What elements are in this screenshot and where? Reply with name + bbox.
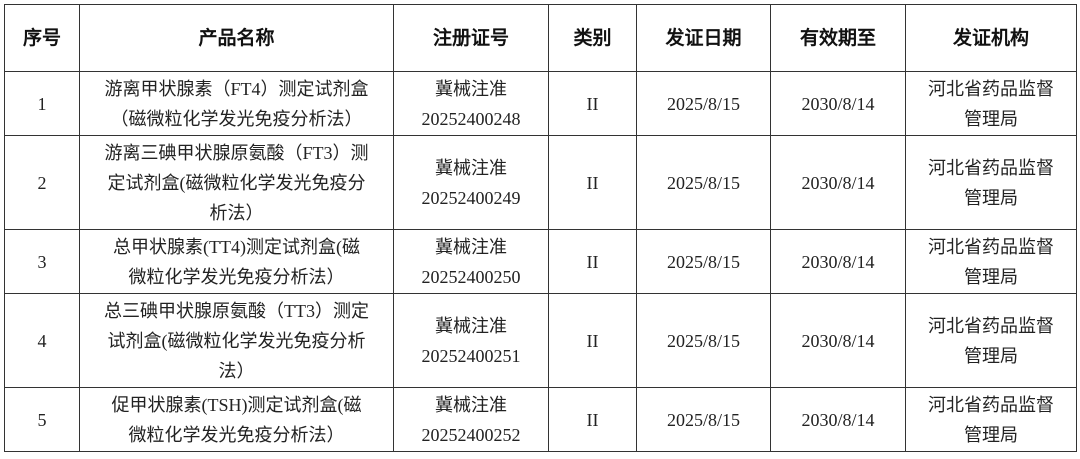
issuing-authority-line: 河北省药品监督 (928, 394, 1054, 415)
issuing-authority-line: 河北省药品监督 (928, 157, 1054, 178)
issue-date: 2025/8/15 (636, 135, 771, 230)
row-number: 5 (4, 387, 80, 452)
product-name: 总三碘甲状腺原氨酸（TT3）测定 试剂盒(磁微粒化学发光免疫分析 法） (79, 293, 394, 388)
registration-number-line: 20252400252 (421, 424, 521, 445)
header-issue-date: 发证日期 (636, 4, 771, 72)
product-name-line: （磁微粒化学发光免疫分析法） (110, 108, 363, 129)
header-reg-no: 注册证号 (393, 4, 549, 72)
product-name-line: 试剂盒(磁微粒化学发光免疫分析 (107, 330, 366, 351)
product-name-line: 微粒化学发光免疫分析法） (128, 424, 345, 445)
product-name: 总甲状腺素(TT4)测定试剂盒(磁 微粒化学发光免疫分析法） (79, 229, 394, 294)
header-expiry-date: 有效期至 (770, 4, 906, 72)
row-number: 1 (4, 71, 80, 136)
registration-number-line: 20252400249 (421, 187, 521, 208)
product-name-line: 微粒化学发光免疫分析法） (128, 266, 345, 287)
product-name-line: 析法） (209, 202, 264, 223)
registration-number-line: 冀械注准 (435, 157, 507, 178)
registration-number-line: 冀械注准 (435, 236, 507, 257)
issue-date: 2025/8/15 (636, 293, 771, 388)
issuing-authority: 河北省药品监督 管理局 (905, 387, 1077, 452)
registration-table: 序号 产品名称 注册证号 类别 发证日期 有效期至 发证机构 1 游离甲状腺素（FT4）测定试… (4, 4, 1077, 452)
table-row: 2 游离三碘甲状腺原氨酸（FT3）测 定试剂盒(磁微粒化学发光免疫分 析法） 冀械注准 2… (4, 135, 1077, 230)
expiry-date: 2030/8/14 (770, 293, 906, 388)
registration-number: 冀械注准 20252400249 (393, 135, 549, 230)
product-name-line: 定试剂盒(磁微粒化学发光免疫分 (107, 172, 366, 193)
issuing-authority-line: 河北省药品监督 (928, 315, 1054, 336)
product-name-line: 游离甲状腺素（FT4）测定试剂盒 (104, 78, 369, 99)
row-number: 2 (4, 135, 80, 230)
registration-number-line: 20252400248 (421, 108, 521, 129)
issue-date: 2025/8/15 (636, 71, 771, 136)
registration-number-line: 20252400250 (421, 266, 521, 287)
registration-number-line: 20252400251 (421, 345, 521, 366)
expiry-date: 2030/8/14 (770, 229, 906, 294)
issuing-authority-line: 管理局 (964, 108, 1018, 129)
device-class: II (548, 229, 637, 294)
expiry-date: 2030/8/14 (770, 71, 906, 136)
product-name: 游离甲状腺素（FT4）测定试剂盒 （磁微粒化学发光免疫分析法） (79, 71, 394, 136)
registration-number-line: 冀械注准 (435, 394, 507, 415)
product-name: 促甲状腺素(TSH)测定试剂盒(磁 微粒化学发光免疫分析法） (79, 387, 394, 452)
product-name-line: 法） (218, 360, 255, 381)
expiry-date: 2030/8/14 (770, 387, 906, 452)
device-class: II (548, 387, 637, 452)
issuing-authority: 河北省药品监督 管理局 (905, 71, 1077, 136)
registration-number: 冀械注准 20252400248 (393, 71, 549, 136)
table-row: 3 总甲状腺素(TT4)测定试剂盒(磁 微粒化学发光免疫分析法） 冀械注准 202524… (4, 229, 1077, 294)
issuing-authority: 河北省药品监督 管理局 (905, 135, 1077, 230)
device-class: II (548, 71, 637, 136)
header-product-name: 产品名称 (79, 4, 394, 72)
row-number: 4 (4, 293, 80, 388)
header-issuer: 发证机构 (905, 4, 1077, 72)
issuing-authority-line: 河北省药品监督 (928, 78, 1054, 99)
issuing-authority-line: 管理局 (964, 187, 1018, 208)
issuing-authority-line: 管理局 (964, 424, 1018, 445)
registration-number: 冀械注准 20252400252 (393, 387, 549, 452)
issuing-authority-line: 管理局 (964, 266, 1018, 287)
issuing-authority-line: 河北省药品监督 (928, 236, 1054, 257)
header-row: 序号 产品名称 注册证号 类别 发证日期 有效期至 发证机构 (4, 4, 1077, 72)
product-name-line: 游离三碘甲状腺原氨酸（FT3）测 (104, 142, 369, 163)
product-name: 游离三碘甲状腺原氨酸（FT3）测 定试剂盒(磁微粒化学发光免疫分 析法） (79, 135, 394, 230)
issuing-authority: 河北省药品监督 管理局 (905, 229, 1077, 294)
header-class: 类别 (548, 4, 637, 72)
device-class: II (548, 135, 637, 230)
issuing-authority-line: 管理局 (964, 345, 1018, 366)
device-class: II (548, 293, 637, 388)
product-name-line: 促甲状腺素(TSH)测定试剂盒(磁 (111, 394, 362, 415)
product-name-line: 总甲状腺素(TT4)测定试剂盒(磁 (113, 236, 360, 257)
product-name-line: 总三碘甲状腺原氨酸（TT3）测定 (104, 300, 369, 321)
registration-number: 冀械注准 20252400251 (393, 293, 549, 388)
table-row: 4 总三碘甲状腺原氨酸（TT3）测定 试剂盒(磁微粒化学发光免疫分析 法） 冀械注准 20… (4, 293, 1077, 388)
issuing-authority: 河北省药品监督 管理局 (905, 293, 1077, 388)
row-number: 3 (4, 229, 80, 294)
issue-date: 2025/8/15 (636, 229, 771, 294)
registration-number-line: 冀械注准 (435, 78, 507, 99)
registration-number: 冀械注准 20252400250 (393, 229, 549, 294)
expiry-date: 2030/8/14 (770, 135, 906, 230)
table-row: 5 促甲状腺素(TSH)测定试剂盒(磁 微粒化学发光免疫分析法） 冀械注准 202524… (4, 387, 1077, 452)
table-row: 1 游离甲状腺素（FT4）测定试剂盒 （磁微粒化学发光免疫分析法） 冀械注准 20252… (4, 71, 1077, 136)
header-no: 序号 (4, 4, 80, 72)
issue-date: 2025/8/15 (636, 387, 771, 452)
registration-number-line: 冀械注准 (435, 315, 507, 336)
